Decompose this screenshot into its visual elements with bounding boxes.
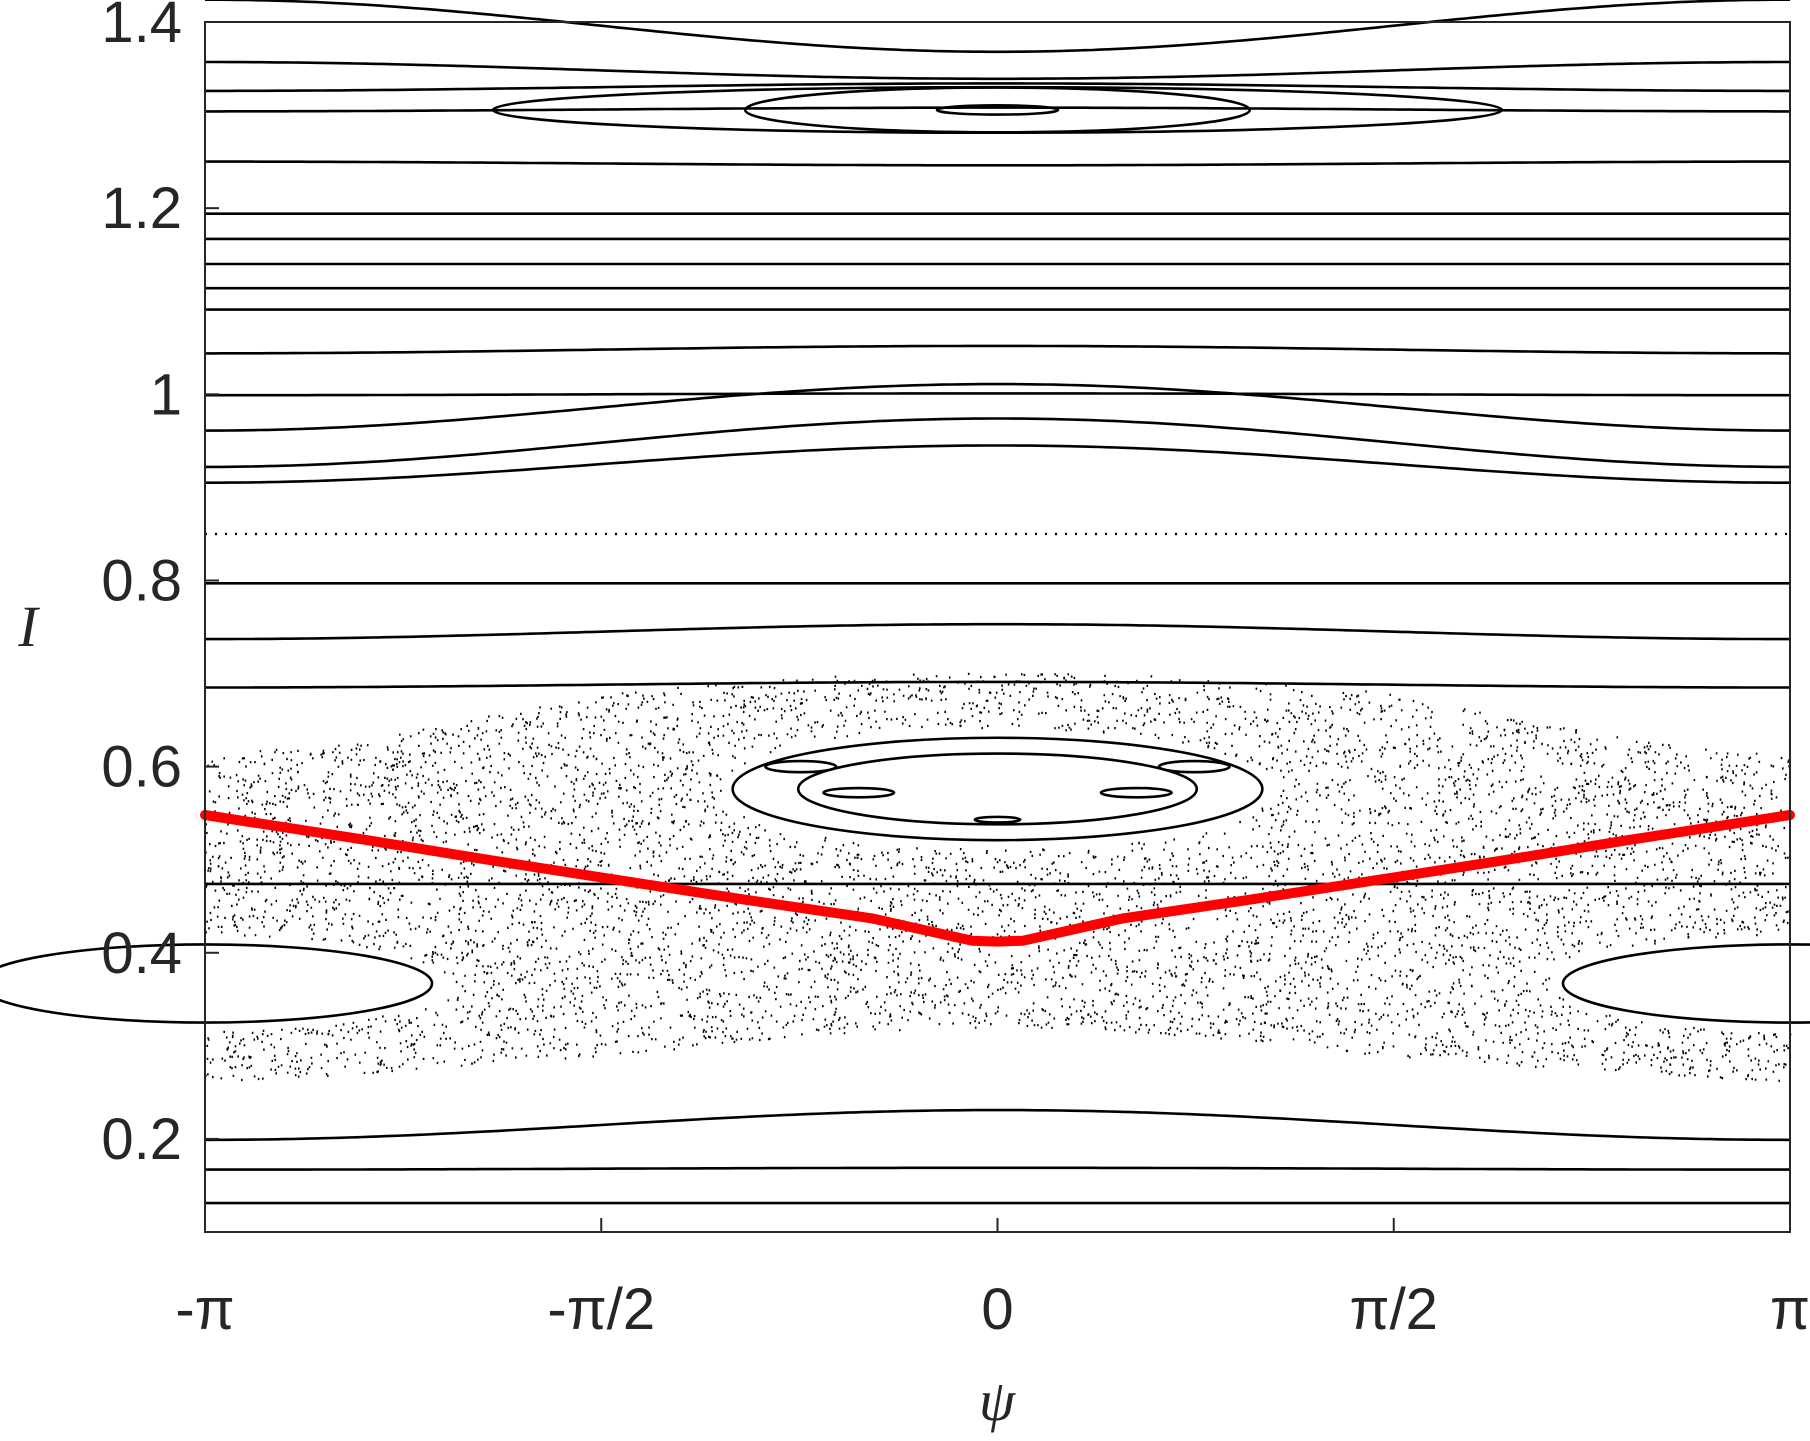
highlight-series-layer [200, 810, 1795, 947]
open-orbit-2 [205, 1166, 1790, 1171]
x-tick-label-2: -π/2 [547, 1277, 655, 1342]
open-orbit-20 [205, 106, 1790, 113]
open-orbit-11 [205, 382, 1790, 432]
open-orbit-6 [205, 622, 1790, 641]
open-orbit-13 [205, 344, 1790, 355]
island-orbit-7 [822, 786, 896, 799]
open-orbit-23 [205, 0, 1790, 54]
island-orbit-9 [764, 759, 838, 774]
y-axis-label: I [17, 594, 40, 659]
y-tick-label-2: 0.4 [101, 921, 182, 986]
plot-background [205, 22, 1790, 1232]
open-orbit-19 [205, 160, 1790, 167]
island-orbit-2 [743, 86, 1252, 134]
open-orbit-10 [205, 417, 1790, 469]
orbits-layer [204, 0, 1791, 1205]
island-orbit-6 [973, 815, 1022, 824]
y-tick-label-6: 1.2 [101, 176, 182, 241]
y-tick-label-5: 1 [150, 362, 182, 427]
x-tick-label-5: π [1770, 1277, 1810, 1342]
ticks-layer: -π -π/2 0 π/2 π 0.2 0.4 0.6 0.8 1 1.2 1.4 [101, 0, 1810, 1342]
open-orbit-5 [205, 680, 1790, 689]
island-orbit-5 [796, 752, 1199, 826]
x-tick-label-1: -π [175, 1277, 234, 1342]
x-tick-label-3: 0 [981, 1277, 1013, 1342]
island-orbit-8 [1099, 786, 1173, 799]
open-orbit-9 [205, 444, 1790, 484]
x-axis-label: ψ [979, 1368, 1016, 1433]
island-orbit-3 [935, 104, 1060, 116]
x-tick-label-4: π/2 [1350, 1277, 1438, 1342]
open-orbit-3 [204, 1108, 1791, 1142]
island-orbit-4 [731, 736, 1264, 842]
open-orbit-12 [205, 392, 1790, 397]
highlight-series-1 [200, 810, 1795, 947]
open-orbit-21 [205, 82, 1790, 93]
y-tick-label-4: 0.8 [101, 548, 182, 613]
y-tick-label-1: 0.2 [101, 1107, 182, 1172]
y-tick-label-7: 1.4 [101, 0, 182, 55]
y-tick-label-3: 0.6 [101, 735, 182, 800]
open-orbit-22 [205, 60, 1790, 81]
island-orbit-10 [1157, 759, 1231, 774]
